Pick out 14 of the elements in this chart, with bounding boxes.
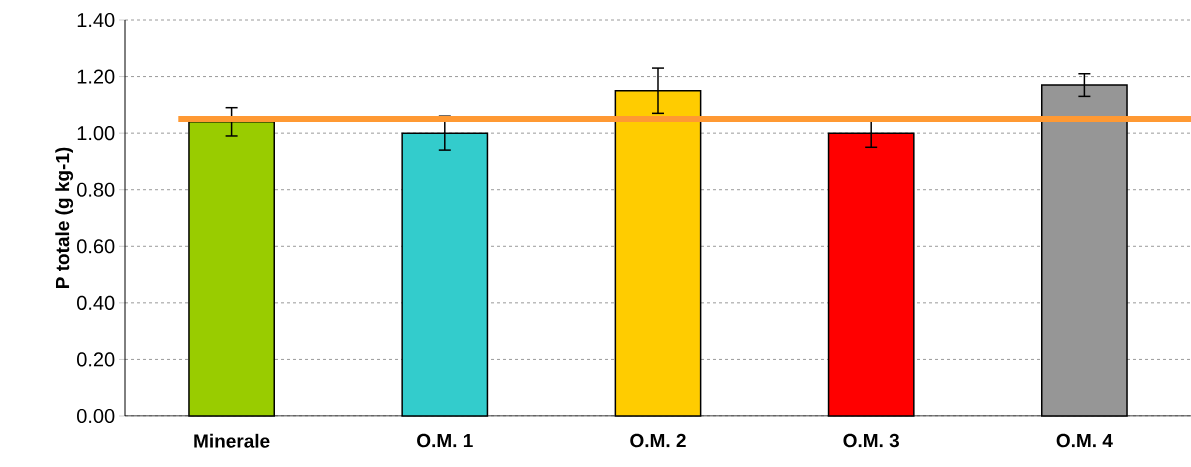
y-tick-label: 1.00 — [77, 126, 115, 141]
x-tick-label: O.M. 2 — [630, 433, 686, 448]
x-tick-label: O.M. 1 — [417, 433, 473, 448]
y-tick-label: 0.40 — [77, 295, 115, 310]
x-tick-label: O.M. 4 — [1056, 433, 1113, 448]
x-tick-label: O.M. 3 — [843, 433, 900, 448]
y-tick-label: 1.40 — [77, 12, 115, 28]
y-tick-label: 0.20 — [77, 352, 115, 367]
y-tick-label: 0.80 — [77, 182, 115, 197]
x-tick-label: Minerale — [194, 433, 270, 448]
y-tick-label: 0.00 — [77, 408, 115, 424]
y-axis-title: P totale (g kg-1) — [55, 147, 74, 288]
y-tick-label: 0.60 — [77, 239, 115, 254]
y-tick-label: 1.20 — [77, 69, 115, 84]
